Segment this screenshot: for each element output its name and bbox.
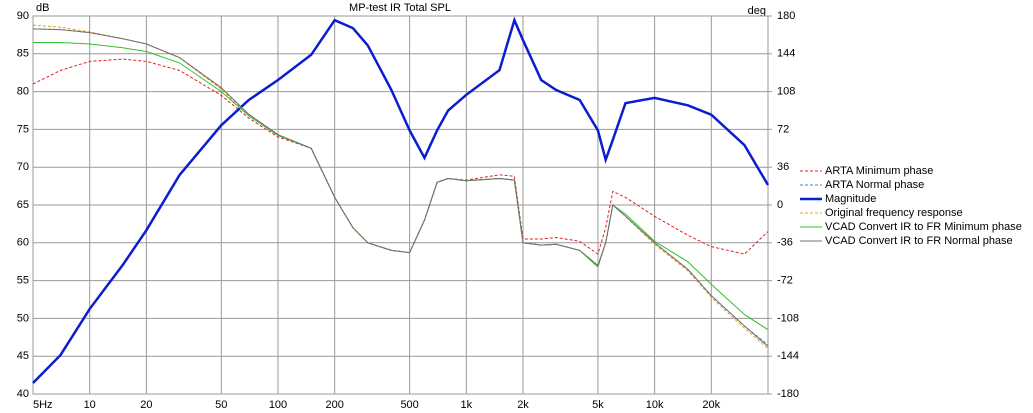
y2-tick-label: -72 (777, 275, 793, 287)
legend-label: ARTA Minimum phase (825, 165, 933, 177)
x-tick-label: 5Hz (33, 399, 53, 411)
y-tick-label: 75 (17, 123, 29, 135)
x-tick-label: 10 (84, 399, 96, 411)
y2-tick-label: -36 (777, 237, 793, 249)
x-tick-label: 20k (702, 399, 720, 411)
series-line (32, 28, 769, 347)
y2-tick-label: 144 (777, 48, 795, 60)
y-tick-label: 85 (17, 48, 29, 60)
y-tick-label: 45 (17, 350, 29, 362)
y-tick-label: 90 (17, 10, 29, 22)
y-tick-label: 50 (17, 312, 29, 324)
x-tick-label: 50 (215, 399, 227, 411)
x-tick-label: 100 (269, 399, 287, 411)
legend-label: VCAD Convert IR to FR Normal phase (825, 235, 1013, 247)
y2-tick-label: -108 (777, 312, 799, 324)
y-tick-label: 60 (17, 237, 29, 249)
x-tick-label: 10k (646, 399, 664, 411)
y2-tick-label: 180 (777, 10, 795, 22)
y-axis-label: dB (36, 2, 49, 14)
y-tick-label: 40 (17, 388, 29, 400)
y2-tick-label: 72 (777, 123, 789, 135)
y2-tick-label: -180 (777, 388, 799, 400)
y-tick-label: 80 (17, 86, 29, 98)
chart-title: MP-test IR Total SPL (349, 2, 451, 14)
legend-label: Original frequency response (825, 207, 963, 219)
y-tick-label: 70 (17, 161, 29, 173)
x-tick-label: 500 (400, 399, 418, 411)
x-tick-label: 5k (592, 399, 604, 411)
x-tick-label: 1k (460, 399, 472, 411)
y-tick-label: 65 (17, 199, 29, 211)
y2-tick-label: 36 (777, 161, 789, 173)
y2-tick-label: -144 (777, 350, 799, 362)
y2-tick-label: 108 (777, 86, 795, 98)
y2-axis-label: deg (748, 5, 766, 17)
y-tick-label: 55 (17, 275, 29, 287)
x-tick-label: 200 (326, 399, 344, 411)
legend-label: VCAD Convert IR to FR Minimum phase (825, 221, 1022, 233)
y2-tick-label: 0 (777, 199, 783, 211)
x-tick-label: 20 (140, 399, 152, 411)
legend-label: ARTA Normal phase (825, 179, 924, 191)
legend-label: Magnitude (825, 193, 876, 205)
x-tick-label: 2k (517, 399, 529, 411)
series-line (32, 16, 770, 384)
